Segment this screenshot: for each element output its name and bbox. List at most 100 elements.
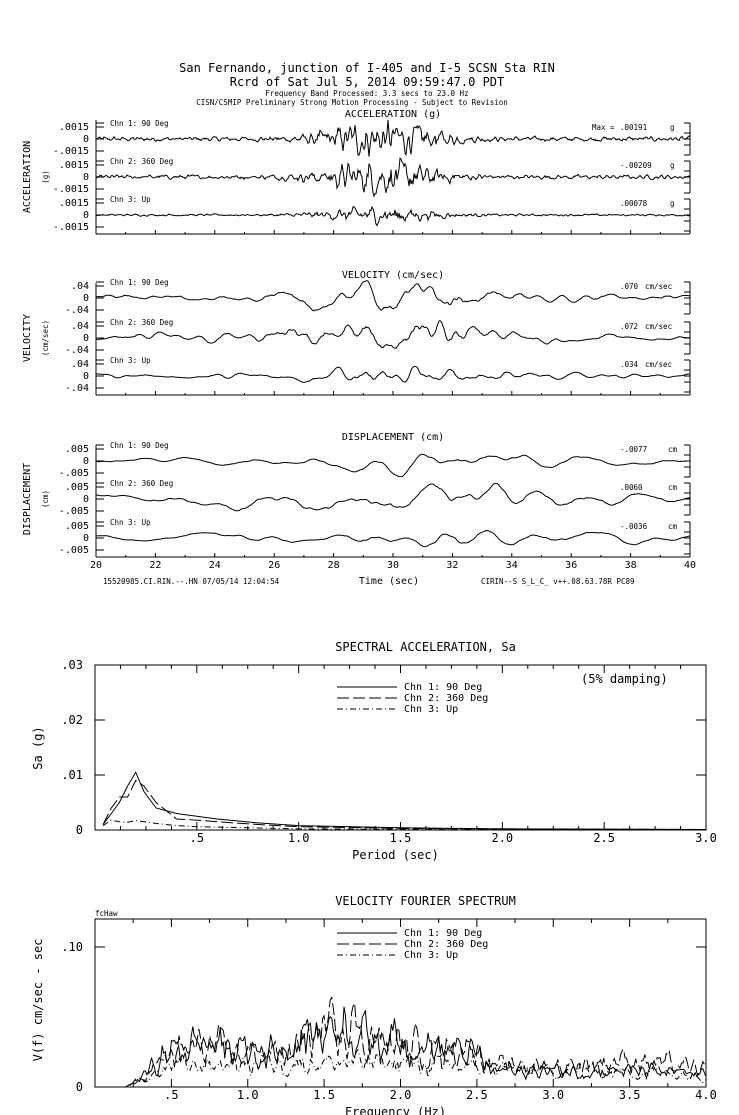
panel-velocity-unit: cm/sec xyxy=(645,360,672,369)
time-tick-label: 34 xyxy=(506,560,518,571)
fourier-spectrum-xlabel: Frequency (Hz) xyxy=(345,1105,446,1115)
spectral-acceleration-frame xyxy=(94,664,707,831)
panel-displacement-channel-label: Chn 3: Up xyxy=(110,518,151,527)
spectral-acceleration-legend-label: Chn 2: 360 Deg xyxy=(404,693,488,704)
fourier-spectrum-xtick-label: 2.0 xyxy=(390,1088,412,1102)
panel-velocity-ylabel: VELOCITY xyxy=(22,314,33,362)
panel-displacement-ytick-label: 0 xyxy=(83,456,89,467)
spectral-acceleration-series-2 xyxy=(102,779,707,830)
spectral-acceleration-ytick-label: .01 xyxy=(61,768,83,782)
panel-displacement-channel-label: Chn 1: 90 Deg xyxy=(110,441,169,450)
panel-displacement-waveform-3 xyxy=(96,529,691,548)
panel-velocity-channel-label: Chn 2: 360 Deg xyxy=(110,318,173,327)
panel-acceleration-ytick-label: 0 xyxy=(83,210,89,221)
fourier-spectrum-xtick-label: 3.0 xyxy=(542,1088,564,1102)
spectral-acceleration-ylabel: Sa (g) xyxy=(31,726,45,769)
panel-velocity-unit: cm/sec xyxy=(645,282,672,291)
panel-acceleration-channel-label: Chn 2: 360 Deg xyxy=(110,157,173,166)
spectral-acceleration-xtick-label: .5 xyxy=(190,831,204,845)
spectral-acceleration-xtick-label: 2.0 xyxy=(491,831,513,845)
footer-left: 15520985.CI.RIN.--.HN 07/05/14 12:04:54 xyxy=(103,577,280,586)
fourier-spectrum-corner-label: fcHaw xyxy=(95,909,118,918)
panel-velocity-waveform-3 xyxy=(95,365,691,383)
footer-right: CIRIN--S S_L_C_ v++.08.63.78R PC89 xyxy=(481,577,635,586)
fourier-spectrum-legend-label: Chn 1: 90 Deg xyxy=(404,928,482,939)
fourier-spectrum-xtick-label: 3.5 xyxy=(619,1088,641,1102)
panel-acceleration-unit: g xyxy=(670,161,675,170)
panel-velocity-ytick-label: 0 xyxy=(83,333,89,344)
header-title: San Fernando, junction of I-405 and I-5 … xyxy=(179,61,555,75)
panel-acceleration-channel-label: Chn 3: Up xyxy=(110,195,151,204)
time-tick-label: 36 xyxy=(565,560,577,571)
panel-displacement-ytick-label: -.005 xyxy=(59,545,89,556)
fourier-spectrum-ytick-label: .10 xyxy=(61,940,83,954)
panel-velocity-ytick-label: .04 xyxy=(71,359,89,370)
panel-velocity-ytick-label: -.04 xyxy=(65,383,89,394)
panel-acceleration-yunit: (g) xyxy=(41,170,50,184)
fourier-spectrum-xtick-label: 2.5 xyxy=(466,1088,488,1102)
panel-acceleration-channel-label: Chn 1: 90 Deg xyxy=(110,119,169,128)
panel-acceleration-ytick-label: -.0015 xyxy=(53,146,89,157)
max-prefix: Max = xyxy=(592,123,615,132)
panel-velocity-ytick-label: 0 xyxy=(83,293,89,304)
spectral-acceleration-xtick-label: 2.5 xyxy=(593,831,615,845)
spectral-acceleration-xtick-label: 3.0 xyxy=(695,831,717,845)
panel-acceleration-max-value: .00191 xyxy=(620,123,647,132)
spectral-acceleration-ytick-label: 0 xyxy=(76,823,83,837)
spectral-acceleration-ytick-label: .03 xyxy=(61,658,83,672)
panel-velocity-max-value: .070 xyxy=(620,282,639,291)
panel-acceleration-max-value: .00078 xyxy=(620,199,648,208)
panel-displacement-unit: cm xyxy=(668,483,678,492)
panel-displacement-unit: cm xyxy=(668,445,678,454)
panel-acceleration-ytick-label: .0015 xyxy=(59,198,89,209)
spectral-acceleration-legend-label: Chn 3: Up xyxy=(404,704,458,715)
spectral-acceleration-xtick-label: 1.5 xyxy=(390,831,412,845)
panel-velocity-channel-label: Chn 1: 90 Deg xyxy=(110,278,169,287)
spectral-acceleration-series-3 xyxy=(102,819,707,831)
panel-displacement-ytick-label: .005 xyxy=(65,482,89,493)
spectral-acceleration-title: SPECTRAL ACCELERATION, Sa xyxy=(335,640,516,654)
time-tick-label: 28 xyxy=(328,560,340,571)
header-record: Rcrd of Sat Jul 5, 2014 09:59:47.0 PDT xyxy=(230,75,505,89)
spectral-acceleration-xlabel: Period (sec) xyxy=(352,848,439,862)
fourier-spectrum-xtick-label: 1.0 xyxy=(237,1088,259,1102)
time-tick-label: 30 xyxy=(387,560,399,571)
panel-displacement-max-value: -.0036 xyxy=(620,522,648,531)
panel-acceleration-ytick-label: -.0015 xyxy=(53,222,89,233)
panel-acceleration-unit: g xyxy=(670,123,675,132)
panel-acceleration-waveform-1 xyxy=(95,119,691,157)
panel-acceleration-ytick-label: 0 xyxy=(83,172,89,183)
time-axis-label: Time (sec) xyxy=(359,576,419,587)
spectral-acceleration-legend-label: Chn 1: 90 Deg xyxy=(404,682,482,693)
panel-displacement-ytick-label: 0 xyxy=(83,533,89,544)
spectral-acceleration-xtick-label: 1.0 xyxy=(288,831,310,845)
panel-displacement-unit: cm xyxy=(668,522,678,531)
panel-velocity-ytick-label: 0 xyxy=(83,371,89,382)
panel-displacement-max-value: -.0077 xyxy=(620,445,647,454)
header-disclaimer: CISN/CSMIP Preliminary Strong Motion Pro… xyxy=(196,98,508,107)
panel-displacement-channel-label: Chn 2: 360 Deg xyxy=(110,479,173,488)
panel-displacement-ytick-label: -.005 xyxy=(59,506,89,517)
panel-displacement-max-value: .0060 xyxy=(620,483,643,492)
panel-velocity-ytick-label: -.04 xyxy=(65,345,89,356)
time-tick-label: 22 xyxy=(149,560,161,571)
spectral-acceleration-annotation: (5% damping) xyxy=(581,672,668,686)
fourier-spectrum-series-1 xyxy=(95,1006,707,1088)
panel-velocity-waveform-2 xyxy=(96,319,690,349)
panel-acceleration-ylabel: ACCELERATION xyxy=(22,141,33,213)
panel-velocity-ytick-label: .04 xyxy=(71,281,89,292)
fourier-spectrum-ytick-label: 0 xyxy=(76,1080,83,1094)
fourier-spectrum-title: VELOCITY FOURIER SPECTRUM xyxy=(335,894,516,908)
panel-velocity-waveform-1 xyxy=(95,280,691,312)
panel-velocity-unit: cm/sec xyxy=(645,322,672,331)
fourier-spectrum-ylabel: V(f) cm/sec - sec xyxy=(31,939,45,1062)
panel-acceleration-ytick-label: 0 xyxy=(83,134,89,145)
panel-acceleration-unit: g xyxy=(670,199,675,208)
panel-velocity-channel-label: Chn 3: Up xyxy=(110,356,151,365)
panel-displacement-waveform-2 xyxy=(95,482,691,512)
panel-acceleration-ytick-label: .0015 xyxy=(59,160,89,171)
panel-velocity-max-value: .034 xyxy=(620,360,639,369)
panel-acceleration-waveform-2 xyxy=(95,157,691,198)
time-tick-label: 38 xyxy=(625,560,637,571)
